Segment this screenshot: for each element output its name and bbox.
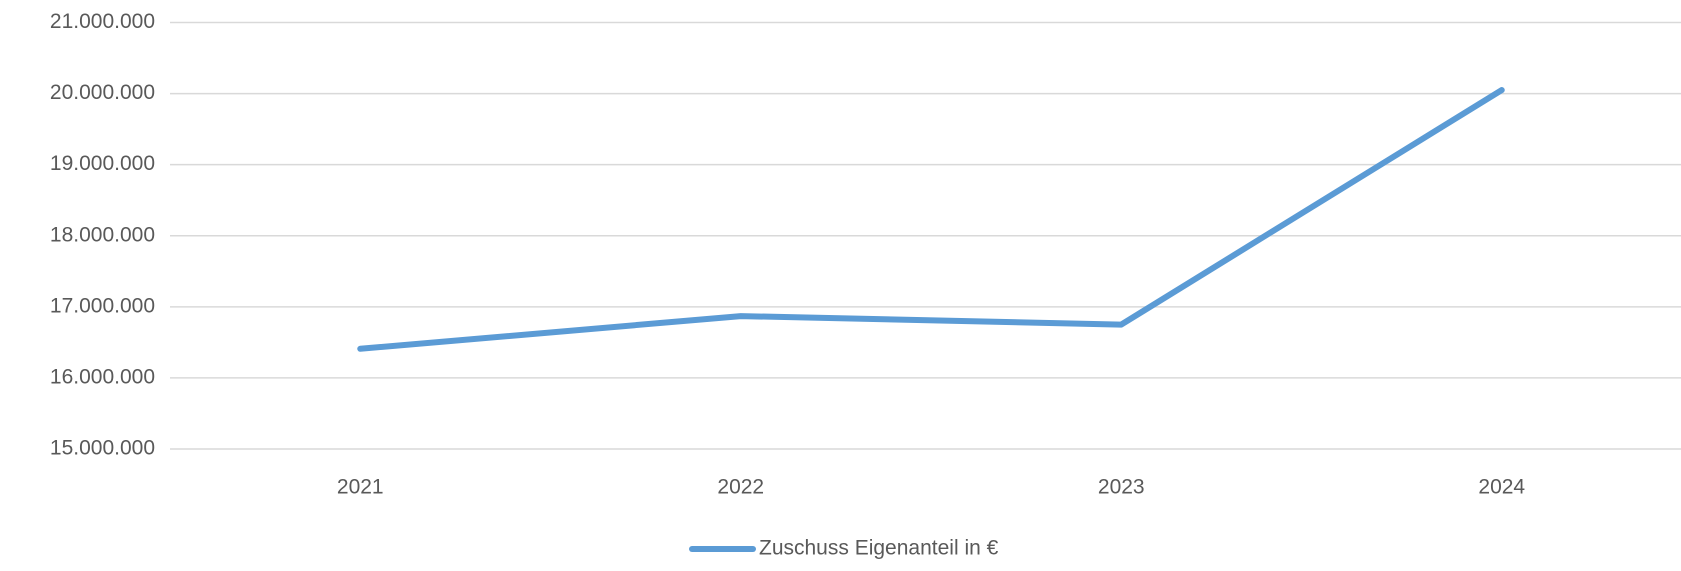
- data-line: [357, 87, 1505, 352]
- y-tick-label: 21.000.000: [50, 10, 155, 33]
- legend-label: Zuschuss Eigenanteil in €: [759, 537, 999, 560]
- y-tick-label: 20.000.000: [50, 81, 155, 104]
- y-tick-label: 17.000.000: [50, 294, 155, 317]
- y-tick-label: 18.000.000: [50, 223, 155, 246]
- x-tick-label: 2022: [717, 476, 764, 499]
- y-tick-label: 15.000.000: [50, 437, 155, 460]
- y-tick-label: 16.000.000: [50, 365, 155, 388]
- x-tick-label: 2024: [1478, 476, 1525, 499]
- x-tick-label: 2021: [337, 476, 384, 499]
- x-tick-label: 2023: [1098, 476, 1145, 499]
- y-tick-label: 19.000.000: [50, 152, 155, 175]
